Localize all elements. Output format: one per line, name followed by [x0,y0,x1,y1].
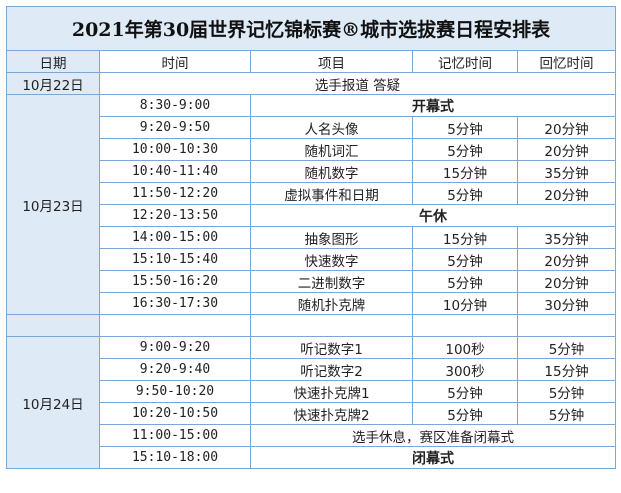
date-cell: 10月23日 [6,94,100,315]
event-cell: 随机词汇 [250,138,413,161]
memory-time-cell: 300秒 [412,358,518,381]
event-cell: 听记数字2 [250,358,413,381]
date-cell: 10月24日 [6,336,100,469]
table-row: 10:40-11:40 随机数字 15分钟 35分钟 [7,160,617,183]
event-cell: 随机数字 [250,160,413,183]
event-cell: 快速扑克牌2 [250,402,413,425]
header-event: 项目 [250,50,413,73]
time-cell: 14:00-15:00 [99,226,251,249]
blank-row [6,314,617,337]
blank-cell [412,314,518,337]
time-cell: 9:00-9:20 [99,336,251,359]
recall-time-cell: 5分钟 [516,402,617,425]
event-cell: 人名头像 [250,116,413,139]
event-cell: 虚拟事件和日期 [250,182,413,205]
memory-time-cell: 5分钟 [412,138,518,161]
recall-time-cell: 20分钟 [516,138,617,161]
table-row: 10月22日 选手报道 答疑 [6,72,617,95]
table-row: 14:00-15:00 抽象图形 15分钟 35分钟 [7,226,617,249]
event-cell: 随机扑克牌 [250,292,413,315]
time-cell: 12:20-13:50 [99,204,251,227]
blank-cell [250,314,413,337]
time-cell: 15:50-16:20 [99,270,251,293]
recall-time-cell: 35分钟 [516,226,617,249]
memory-time-cell: 5分钟 [412,380,518,403]
table-row: 11:00-15:00 选手休息，赛区准备闭幕式 [7,424,617,447]
table-row: 15:10-18:00 闭幕式 [7,446,617,469]
memory-time-cell: 100秒 [412,336,518,359]
time-cell: 16:30-17:30 [99,292,251,315]
date-cell: 10月22日 [6,72,100,95]
table-row: 12:20-13:50 午休 [7,204,617,227]
event-cell: 午休 [249,204,617,227]
blank-cell [6,314,100,337]
memory-time-cell: 15分钟 [412,226,518,249]
table-row: 15:10-15:40 快速数字 5分钟 20分钟 [7,248,617,271]
recall-time-cell: 20分钟 [516,270,617,293]
memory-time-cell: 15分钟 [412,160,518,183]
time-cell: 10:40-11:40 [99,160,251,183]
header-recall-time: 回忆时间 [516,50,617,73]
time-cell: 9:20-9:40 [99,358,251,381]
time-cell: 9:20-9:50 [99,116,251,139]
header-date: 日期 [6,50,100,73]
recall-time-cell: 15分钟 [516,358,617,381]
recall-time-cell: 5分钟 [516,380,617,403]
title-row: 2021年第30届世界记忆锦标赛®城市选拔赛日程安排表 [5,6,617,51]
blank-cell [516,314,617,337]
recall-time-cell: 5分钟 [516,336,617,359]
time-cell: 15:10-18:00 [99,446,251,469]
recall-time-cell: 20分钟 [516,182,617,205]
time-cell: 11:00-15:00 [99,424,251,447]
event-cell: 听记数字1 [250,336,413,359]
table-row: 10:20-10:50 快速扑克牌2 5分钟 5分钟 [7,402,617,425]
time-cell: 15:10-15:40 [99,248,251,271]
time-cell: 10:20-10:50 [99,402,251,425]
event-cell: 快速扑克牌1 [250,380,413,403]
memory-time-cell: 5分钟 [412,270,518,293]
header-time: 时间 [99,50,251,73]
header-memory-time: 记忆时间 [412,50,518,73]
time-cell: 8:30-9:00 [99,94,251,117]
recall-time-cell: 20分钟 [516,248,617,271]
event-cell: 二进制数字 [250,270,413,293]
time-cell: 10:00-10:30 [99,138,251,161]
header-row: 日期 时间 项目 记忆时间 回忆时间 [6,50,617,73]
event-cell: 选手休息，赛区准备闭幕式 [249,424,617,447]
event-cell: 闭幕式 [249,446,617,469]
recall-time-cell: 35分钟 [516,160,617,183]
event-cell: 抽象图形 [250,226,413,249]
table-row: 11:50-12:20 虚拟事件和日期 5分钟 20分钟 [7,182,617,205]
blank-cell [99,314,251,337]
page-title: 2021年第30届世界记忆锦标赛®城市选拔赛日程安排表 [5,6,617,51]
time-cell: 11:50-12:20 [99,182,251,205]
schedule-table: 2021年第30届世界记忆锦标赛®城市选拔赛日程安排表 日期 时间 项目 记忆时… [5,6,617,469]
memory-time-cell: 5分钟 [412,182,518,205]
table-row: 10月24日 9:00-9:20 听记数字1 100秒 5分钟 [6,336,617,469]
memory-time-cell: 10分钟 [412,292,518,315]
memory-time-cell: 5分钟 [412,116,518,139]
table-row: 10:00-10:30 随机词汇 5分钟 20分钟 [7,138,617,161]
recall-time-cell: 20分钟 [516,116,617,139]
memory-time-cell: 5分钟 [412,402,518,425]
event-cell: 快速数字 [250,248,413,271]
event-cell: 开幕式 [249,94,617,117]
table-row: 10月23日 8:30-9:00 开幕式 [6,94,617,315]
recall-time-cell: 30分钟 [516,292,617,315]
table-row: 9:20-9:40 听记数字2 300秒 15分钟 [7,358,617,381]
time-cell: 9:50-10:20 [99,380,251,403]
note-cell: 选手报道 答疑 [98,72,617,95]
memory-time-cell: 5分钟 [412,248,518,271]
